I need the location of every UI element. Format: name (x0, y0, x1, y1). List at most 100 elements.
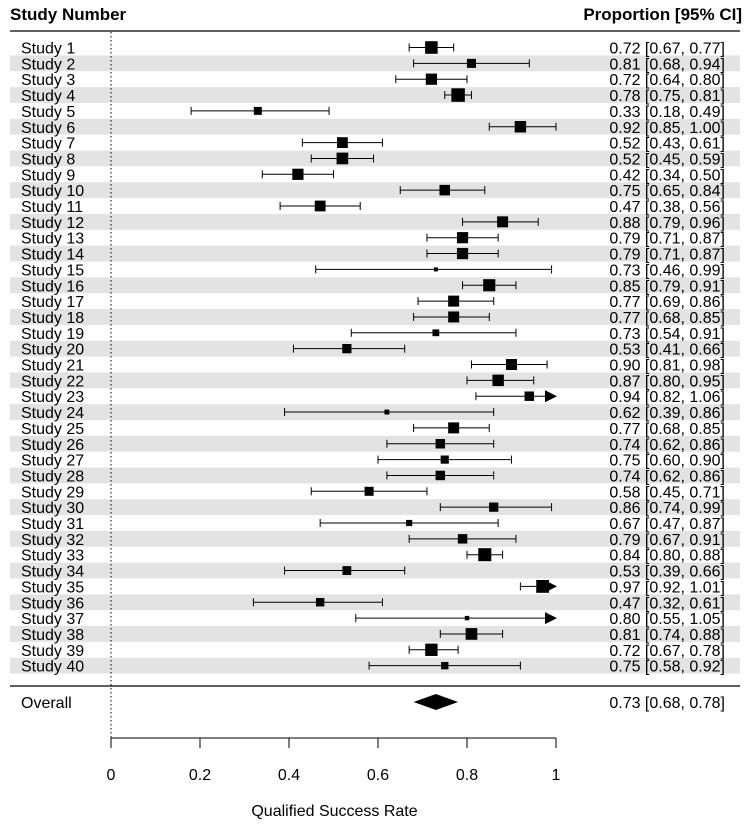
study-label: Study 26 (21, 437, 84, 454)
point-estimate (465, 628, 478, 640)
study-label: Study 13 (21, 231, 84, 248)
study-label: Study 40 (21, 659, 84, 676)
point-estimate (253, 106, 262, 115)
study-ci-text: 0.79 [0.67, 0.91] (609, 532, 725, 549)
point-estimate (337, 137, 348, 148)
study-ci-text: 0.75 [0.60, 0.90] (609, 453, 725, 470)
point-estimate (342, 566, 352, 575)
study-ci-text: 0.62 [0.39, 0.86] (609, 405, 725, 422)
point-estimate (497, 216, 509, 228)
study-label: Study 22 (21, 373, 84, 390)
study-ci-text: 0.73 [0.54, 0.91] (609, 326, 725, 343)
study-label: Study 15 (21, 262, 84, 279)
study-label: Study 5 (21, 104, 75, 121)
study-label: Study 36 (21, 595, 84, 612)
study-ci-text: 0.77 [0.68, 0.85] (609, 310, 725, 327)
study-ci-text: 0.79 [0.71, 0.87] (609, 247, 725, 264)
study-ci-text: 0.53 [0.39, 0.66] (609, 564, 725, 581)
point-estimate (478, 548, 492, 562)
study-ci-text: 0.90 [0.81, 0.98] (609, 358, 725, 375)
row-stripe (10, 372, 740, 389)
study-label: Study 35 (21, 579, 84, 596)
x-axis-label: Qualified Success Rate (251, 803, 417, 820)
proportion-ci-header: Proportion [95% CI] (583, 5, 742, 24)
study-label: Study 24 (21, 405, 84, 422)
x-tick-label: 0.8 (456, 767, 478, 784)
study-ci-text: 0.85 [0.79, 0.91] (609, 278, 725, 295)
point-estimate (456, 232, 469, 244)
study-ci-text: 0.80 [0.55, 1.05] (609, 611, 725, 628)
study-ci-text: 0.72 [0.64, 0.80] (609, 72, 725, 89)
study-ci-text: 0.58 [0.45, 0.71] (609, 484, 725, 501)
point-estimate (406, 519, 413, 527)
overall-label: Overall (21, 695, 72, 712)
study-label: Study 7 (21, 136, 75, 153)
row-stripe (10, 245, 740, 262)
point-estimate (489, 502, 499, 512)
point-estimate (492, 374, 504, 387)
point-estimate (425, 643, 438, 656)
study-ci-text: 0.33 [0.18, 0.49] (609, 104, 725, 121)
point-estimate (364, 486, 374, 496)
study-label: Study 17 (21, 294, 84, 311)
point-estimate (506, 359, 517, 370)
point-estimate (440, 455, 449, 464)
study-label: Study 37 (21, 611, 84, 628)
study-ci-text: 0.94 [0.82, 1.06] (609, 389, 725, 406)
point-estimate (466, 58, 476, 68)
point-estimate (342, 344, 352, 354)
point-estimate (448, 295, 460, 307)
study-ci-text: 0.97 [0.92, 1.01] (609, 579, 725, 596)
study-ci-text: 0.47 [0.32, 0.61] (609, 595, 725, 612)
overall-diamond (413, 694, 459, 710)
point-estimate (524, 391, 535, 401)
study-ci-text: 0.87 [0.80, 0.95] (609, 373, 725, 390)
point-estimate (433, 267, 438, 272)
study-ci-text: 0.88 [0.79, 0.96] (609, 215, 725, 232)
study-ci-text: 0.81 [0.68, 0.94] (609, 56, 725, 73)
study-ci-text: 0.74 [0.62, 0.86] (609, 468, 725, 485)
study-ci-text: 0.53 [0.41, 0.66] (609, 342, 725, 359)
row-stripe (10, 499, 740, 516)
study-ci-text: 0.67 [0.47, 0.87] (609, 516, 725, 533)
study-ci-text: 0.92 [0.85, 1.00] (609, 120, 725, 137)
row-stripe (10, 213, 740, 230)
point-estimate (514, 121, 527, 133)
study-label: Study 4 (21, 88, 75, 105)
study-ci-text: 0.52 [0.43, 0.61] (609, 136, 725, 153)
study-ci-text: 0.77 [0.68, 0.85] (609, 421, 725, 438)
study-ci-text: 0.75 [0.58, 0.92] (609, 659, 725, 676)
point-estimate (425, 41, 438, 54)
row-stripe (10, 55, 740, 72)
study-ci-text: 0.52 [0.45, 0.59] (609, 151, 725, 168)
study-ci-text: 0.42 [0.34, 0.50] (609, 167, 725, 184)
study-ci-text: 0.84 [0.80, 0.88] (609, 548, 725, 565)
study-ci-text: 0.75 [0.65, 0.84] (609, 183, 725, 200)
x-tick-label: 0 (107, 767, 116, 784)
row-stripe (10, 277, 740, 294)
study-label: Study 12 (21, 215, 84, 232)
study-label: Study 34 (21, 564, 84, 581)
point-estimate (464, 615, 470, 621)
x-tick-label: 0.2 (189, 767, 211, 784)
point-estimate (432, 329, 440, 337)
point-estimate (384, 409, 390, 415)
study-label: Study 10 (21, 183, 84, 200)
study-ci-text: 0.79 [0.71, 0.87] (609, 231, 725, 248)
overall-ci-text: 0.73 [0.68, 0.78] (609, 695, 725, 712)
study-label: Study 16 (21, 278, 84, 295)
study-label: Study 8 (21, 151, 75, 168)
study-label: Study 2 (21, 56, 75, 73)
study-ci-text: 0.72 [0.67, 0.78] (609, 643, 725, 660)
ci-arrow (545, 390, 557, 403)
row-stripe (10, 87, 740, 103)
point-estimate (315, 598, 325, 607)
study-label: Study 28 (21, 468, 84, 485)
row-stripe (10, 530, 740, 547)
study-ci-text: 0.73 [0.46, 0.99] (609, 262, 725, 279)
point-estimate (457, 534, 468, 544)
study-label: Study 38 (21, 627, 84, 644)
row-stripe (10, 150, 740, 167)
ci-arrow (545, 612, 557, 625)
point-estimate (292, 168, 304, 180)
